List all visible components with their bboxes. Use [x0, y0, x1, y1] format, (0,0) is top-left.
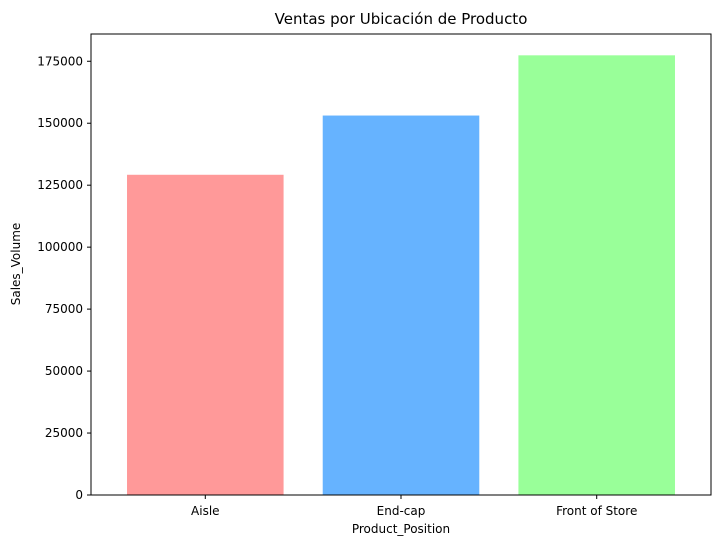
bar-front-of-store — [518, 55, 675, 495]
y-tick-label: 50000 — [45, 364, 83, 378]
y-axis-ticks: 0 25000 50000 75000 100000 125000 150000 175000 — [37, 54, 91, 502]
y-axis-label: Sales_Volume — [9, 223, 23, 306]
y-tick-label: 0 — [75, 488, 83, 502]
x-tick-label: Front of Store — [556, 504, 637, 518]
x-tick-label: End-cap — [377, 504, 426, 518]
chart-title: Ventas por Ubicación de Producto — [275, 10, 528, 28]
y-tick-label: 125000 — [37, 178, 83, 192]
x-axis-ticks: Aisle End-cap Front of Store — [191, 495, 637, 518]
y-tick-label: 100000 — [37, 240, 83, 254]
bars-layer — [127, 55, 675, 495]
x-tick-label: Aisle — [191, 504, 220, 518]
y-tick-label: 25000 — [45, 426, 83, 440]
y-tick-label: 75000 — [45, 302, 83, 316]
bar-aisle — [127, 174, 284, 495]
y-tick-label: 150000 — [37, 116, 83, 130]
plot-frame — [90, 33, 712, 496]
y-tick-label: 175000 — [37, 54, 83, 68]
x-axis-label: Product_Position — [352, 522, 450, 536]
bar-end-cap — [322, 115, 480, 495]
